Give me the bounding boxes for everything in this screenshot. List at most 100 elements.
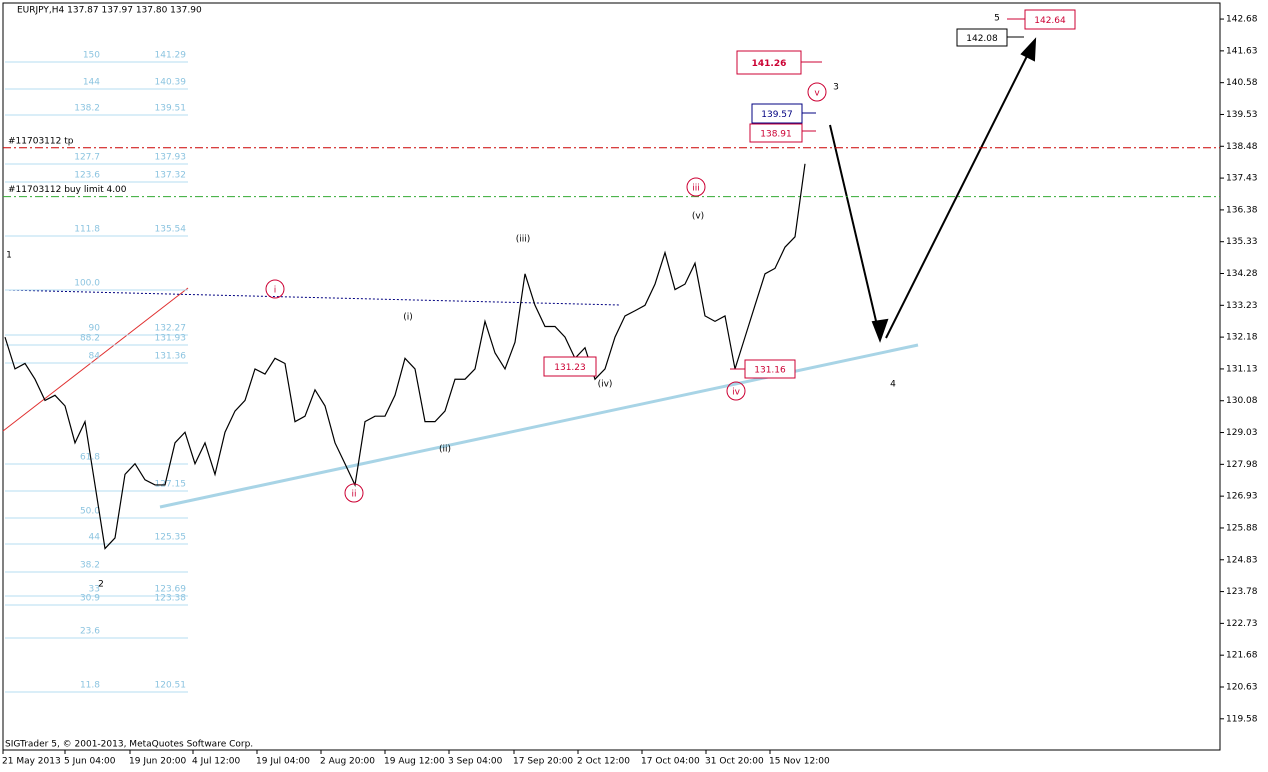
wave-circle — [807, 82, 827, 102]
y-tick-label: 136.38 — [1226, 205, 1258, 215]
fib-ratio: 150 — [83, 51, 100, 61]
y-tick-label: 121.68 — [1226, 651, 1258, 661]
price-box — [543, 356, 597, 377]
fib-price: 120.51 — [155, 681, 187, 691]
fib-ratio: 88.2 — [80, 334, 100, 344]
fib-price: 131.36 — [155, 352, 187, 362]
wave-label: iii — [692, 184, 700, 194]
fib-ratio: 84 — [89, 352, 101, 362]
fib-ratio: 144 — [83, 78, 100, 88]
trend-line — [4, 289, 621, 306]
fib-price: 141.29 — [155, 51, 187, 61]
y-tick-label: 140.58 — [1226, 78, 1258, 88]
wave-circle — [686, 177, 706, 197]
wave-label: (ii) — [439, 445, 451, 455]
wave-label: 4 — [890, 380, 896, 390]
y-tick-label: 126.93 — [1226, 492, 1258, 502]
fib-price: 131.93 — [155, 334, 187, 344]
price-box-label: 138.91 — [760, 130, 792, 140]
fib-ratio: 11.8 — [80, 681, 100, 691]
wave-label: 5 — [994, 14, 1000, 24]
fib-price: 123.38 — [155, 594, 187, 604]
y-tick-label: 133.23 — [1226, 301, 1258, 311]
wave-label: (i) — [403, 313, 413, 323]
fib-price: 135.54 — [155, 225, 187, 235]
plot-frame — [2, 2, 1221, 751]
wave-label: (iii) — [516, 235, 531, 245]
x-tick-label: 3 Sep 04:00 — [448, 757, 503, 767]
wave-label: 2 — [98, 580, 104, 590]
x-tick-label: 2 Oct 12:00 — [577, 757, 630, 767]
y-tick-label: 127.98 — [1226, 460, 1258, 470]
fib-price: 139.51 — [155, 104, 187, 114]
y-tick-label: 134.28 — [1226, 269, 1258, 279]
fib-ratio: 100.0 — [74, 279, 100, 289]
wave-label: iv — [732, 388, 741, 398]
wave-circle — [265, 279, 285, 299]
fib-ratio: 38.2 — [80, 561, 100, 571]
y-tick-label: 129.03 — [1226, 428, 1258, 438]
fib-ratio: 123.6 — [74, 171, 100, 181]
fib-ratio: 90 — [89, 324, 101, 334]
y-tick-label: 130.08 — [1226, 396, 1258, 406]
trend-line — [2, 287, 189, 432]
price-box-label: 131.16 — [754, 366, 786, 376]
y-tick-label: 123.78 — [1226, 587, 1258, 597]
y-tick-label: 124.83 — [1226, 555, 1258, 565]
fib-price: 140.39 — [155, 78, 187, 88]
price-box-label: 139.57 — [761, 110, 793, 120]
y-tick-label: 132.18 — [1226, 333, 1258, 343]
price-box-label: 142.64 — [1034, 16, 1066, 26]
price-box-label: 142.08 — [966, 34, 998, 44]
price-box — [749, 123, 803, 143]
wave-circle — [344, 483, 364, 503]
fib-ratio: 111.8 — [74, 225, 100, 235]
y-tick-label: 119.58 — [1226, 714, 1258, 724]
fib-price: 125.35 — [155, 533, 187, 543]
order-label: #11703112 buy limit 4.00 — [8, 185, 127, 195]
fib-ratio: 50.0 — [80, 507, 100, 517]
wave-label: ii — [351, 490, 356, 500]
x-tick-label: 4 Jul 12:00 — [192, 757, 241, 767]
price-box-label: 141.26 — [752, 59, 787, 69]
order-label: #11703112 tp — [8, 136, 74, 146]
x-tick-label: 19 Aug 12:00 — [384, 757, 445, 767]
y-tick-label: 142.68 — [1226, 15, 1258, 25]
wave-circle — [726, 381, 746, 401]
x-tick-label: 5 Jun 04:00 — [64, 757, 116, 767]
price-line — [4, 163, 806, 550]
fib-ratio: 33 — [89, 585, 100, 595]
y-tick-label: 139.53 — [1226, 110, 1258, 120]
x-tick-label: 17 Sep 20:00 — [513, 757, 573, 767]
chart-title: EURJPY,H4 137.87 137.97 137.80 137.90 — [17, 6, 202, 16]
wave-label: (v) — [692, 212, 704, 222]
projection-arrow — [829, 37, 1037, 343]
x-tick-label: 15 Nov 12:00 — [769, 757, 830, 767]
wave-label: 1 — [6, 251, 12, 261]
footer: SIGTrader 5, © 2001-2013, MetaQuotes Sof… — [5, 740, 253, 750]
price-box-label: 131.23 — [554, 363, 586, 373]
wave-label: v — [814, 89, 820, 99]
fib-ratio: 127.7 — [74, 153, 100, 163]
fib-price: 123.69 — [155, 585, 187, 595]
fib-price: 127.15 — [155, 480, 187, 490]
fib-ratio: 44 — [89, 533, 101, 543]
x-tick-label: 19 Jul 04:00 — [256, 757, 310, 767]
wave-label: (iv) — [598, 380, 613, 390]
x-tick-label: 31 Oct 20:00 — [705, 757, 764, 767]
y-tick-label: 131.13 — [1226, 364, 1258, 374]
y-tick-label: 120.63 — [1226, 682, 1258, 692]
y-tick-label: 135.33 — [1226, 237, 1258, 247]
fib-ratio: 138.2 — [74, 104, 100, 114]
y-tick-label: 122.73 — [1226, 619, 1258, 629]
x-tick-label: 2 Aug 20:00 — [320, 757, 375, 767]
x-tick-label: 17 Oct 04:00 — [641, 757, 700, 767]
wave-label: i — [274, 286, 277, 296]
fib-price: 137.32 — [155, 171, 187, 181]
fib-price: 137.93 — [155, 153, 187, 163]
fib-ratio: 23.6 — [80, 627, 100, 637]
wave-label: 3 — [833, 83, 839, 93]
y-tick-label: 125.88 — [1226, 523, 1258, 533]
y-tick-label: 137.43 — [1226, 174, 1258, 184]
